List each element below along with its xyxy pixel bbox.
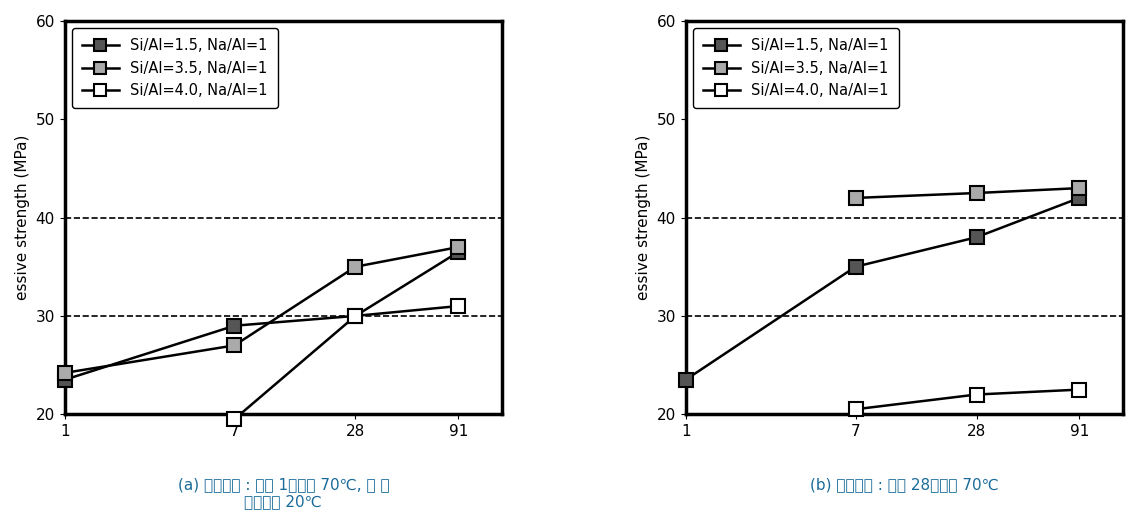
Text: (b) 양생조건 : 재령 28일까지 70℃: (b) 양생조건 : 재령 28일까지 70℃ (810, 477, 999, 492)
Y-axis label: essive strength (MPa): essive strength (MPa) (636, 135, 651, 300)
Y-axis label: essive strength (MPa): essive strength (MPa) (15, 135, 30, 300)
Legend: Si/Al=1.5, Na/Al=1, Si/Al=3.5, Na/Al=1, Si/Al=4.0, Na/Al=1: Si/Al=1.5, Na/Al=1, Si/Al=3.5, Na/Al=1, … (72, 28, 278, 108)
Legend: Si/Al=1.5, Na/Al=1, Si/Al=3.5, Na/Al=1, Si/Al=4.0, Na/Al=1: Si/Al=1.5, Na/Al=1, Si/Al=3.5, Na/Al=1, … (693, 28, 899, 108)
Text: (a) 양생조건 : 재령 1일까지 70℃, 이 후
재령부터 20℃: (a) 양생조건 : 재령 1일까지 70℃, 이 후 재령부터 20℃ (178, 477, 389, 509)
